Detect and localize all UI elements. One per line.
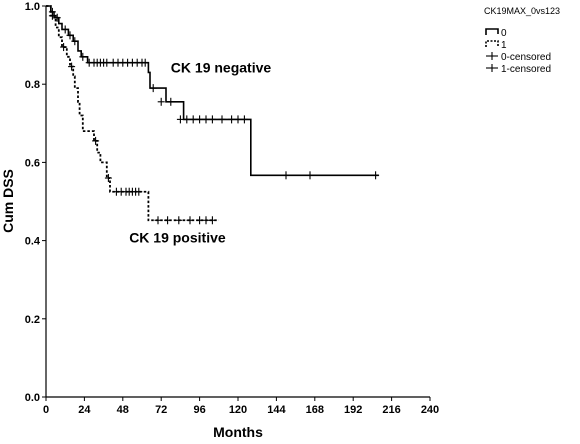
annotations: CK 19 negative CK 19 positive <box>129 59 271 245</box>
series-1-censor-mark <box>164 216 172 225</box>
series-1-censor-mark <box>175 216 183 225</box>
x-tick-label: 72 <box>155 404 167 416</box>
series-0-censor-mark <box>167 97 175 106</box>
series-0-censor-mark <box>66 31 74 40</box>
legend-swatch <box>485 40 499 47</box>
y-tick-label: 0.0 <box>25 392 40 404</box>
x-tick-label: 24 <box>78 404 91 416</box>
x-tick-label: 120 <box>229 404 247 416</box>
series-1-censor-mark <box>92 136 100 145</box>
annotation-label: CK 19 positive <box>129 230 226 246</box>
x-tick-label: 0 <box>43 404 49 416</box>
series-0-censor-mark <box>218 115 226 124</box>
y-tick-label: 0.2 <box>25 314 40 326</box>
legend-title: CK19MAX_0vs123 <box>484 6 560 16</box>
series-1-censor-mark <box>104 174 112 183</box>
series-1-censor-mark <box>154 216 162 225</box>
series-0-censor-mark <box>183 115 191 124</box>
series-0-censor-mark <box>53 13 61 22</box>
series-1-censor-mark <box>135 187 143 196</box>
series-0-censor-mark <box>61 25 69 34</box>
series-1-censor-mark <box>196 216 204 225</box>
legend-label: 0-censored <box>501 52 551 63</box>
series-0-censor-mark <box>176 115 184 124</box>
series-0-censor-mark <box>202 115 210 124</box>
series-0-censor-mark <box>282 171 290 180</box>
x-ticks: 0 24 48 72 96 120 144 168 192 216 240 <box>43 397 439 416</box>
x-tick-label: 192 <box>344 404 362 416</box>
x-tick-label: 216 <box>382 404 400 416</box>
series-0-censor-mark <box>228 115 236 124</box>
plot-area <box>46 5 380 225</box>
series-0-line <box>46 5 379 177</box>
x-tick-label: 96 <box>193 404 205 416</box>
series-0-censor-mark <box>103 58 111 67</box>
legend-label: 1 <box>501 40 507 51</box>
series-1-censor-mark <box>48 11 56 20</box>
series-1-censor-mark <box>186 216 194 225</box>
x-tick-label: 48 <box>117 404 129 416</box>
legend-item: 0 <box>485 28 507 39</box>
x-tick-label: 144 <box>267 404 286 416</box>
series-0-censor-mark <box>234 115 242 124</box>
y-tick-label: 0.8 <box>25 79 40 91</box>
series-0-censor-mark <box>71 37 79 46</box>
legend-item: 0-censored <box>486 52 551 63</box>
y-tick-label: 1.0 <box>25 1 40 13</box>
series-1-censor-mark <box>208 216 216 225</box>
series-0-censor-mark <box>149 84 157 93</box>
series-0-censor-mark <box>189 115 197 124</box>
series-1-censor-mark <box>202 216 210 225</box>
x-tick-label: 240 <box>421 404 439 416</box>
series-0-censor-mark <box>157 97 165 106</box>
annotation-label: CK 19 negative <box>171 59 272 75</box>
y-tick-label: 0.6 <box>25 157 40 169</box>
x-axis-title: Months <box>213 424 263 440</box>
series-0-censor-mark <box>306 171 314 180</box>
series-0-censor-mark <box>240 115 248 124</box>
legend-item: 1-censored <box>486 64 551 75</box>
legend-item: 1 <box>485 40 507 51</box>
series-1-censor-mark <box>68 62 76 71</box>
x-tick-label: 168 <box>306 404 324 416</box>
series-0-censor-mark <box>141 58 149 67</box>
series-0-censor-mark <box>208 115 216 124</box>
y-axis-title: Cum DSS <box>0 169 16 233</box>
y-ticks: 0.0 0.2 0.4 0.6 0.8 1.0 <box>25 1 46 404</box>
y-tick-label: 0.4 <box>25 236 41 248</box>
series-0-censor-mark <box>372 171 380 180</box>
series-0-censor-mark <box>79 52 87 61</box>
legend-label: 1-censored <box>501 64 551 75</box>
legend-swatch <box>485 28 499 35</box>
legend-label: 0 <box>501 28 507 39</box>
series-1-censor-mark <box>60 43 68 52</box>
series-0-censor-mark <box>196 115 204 124</box>
